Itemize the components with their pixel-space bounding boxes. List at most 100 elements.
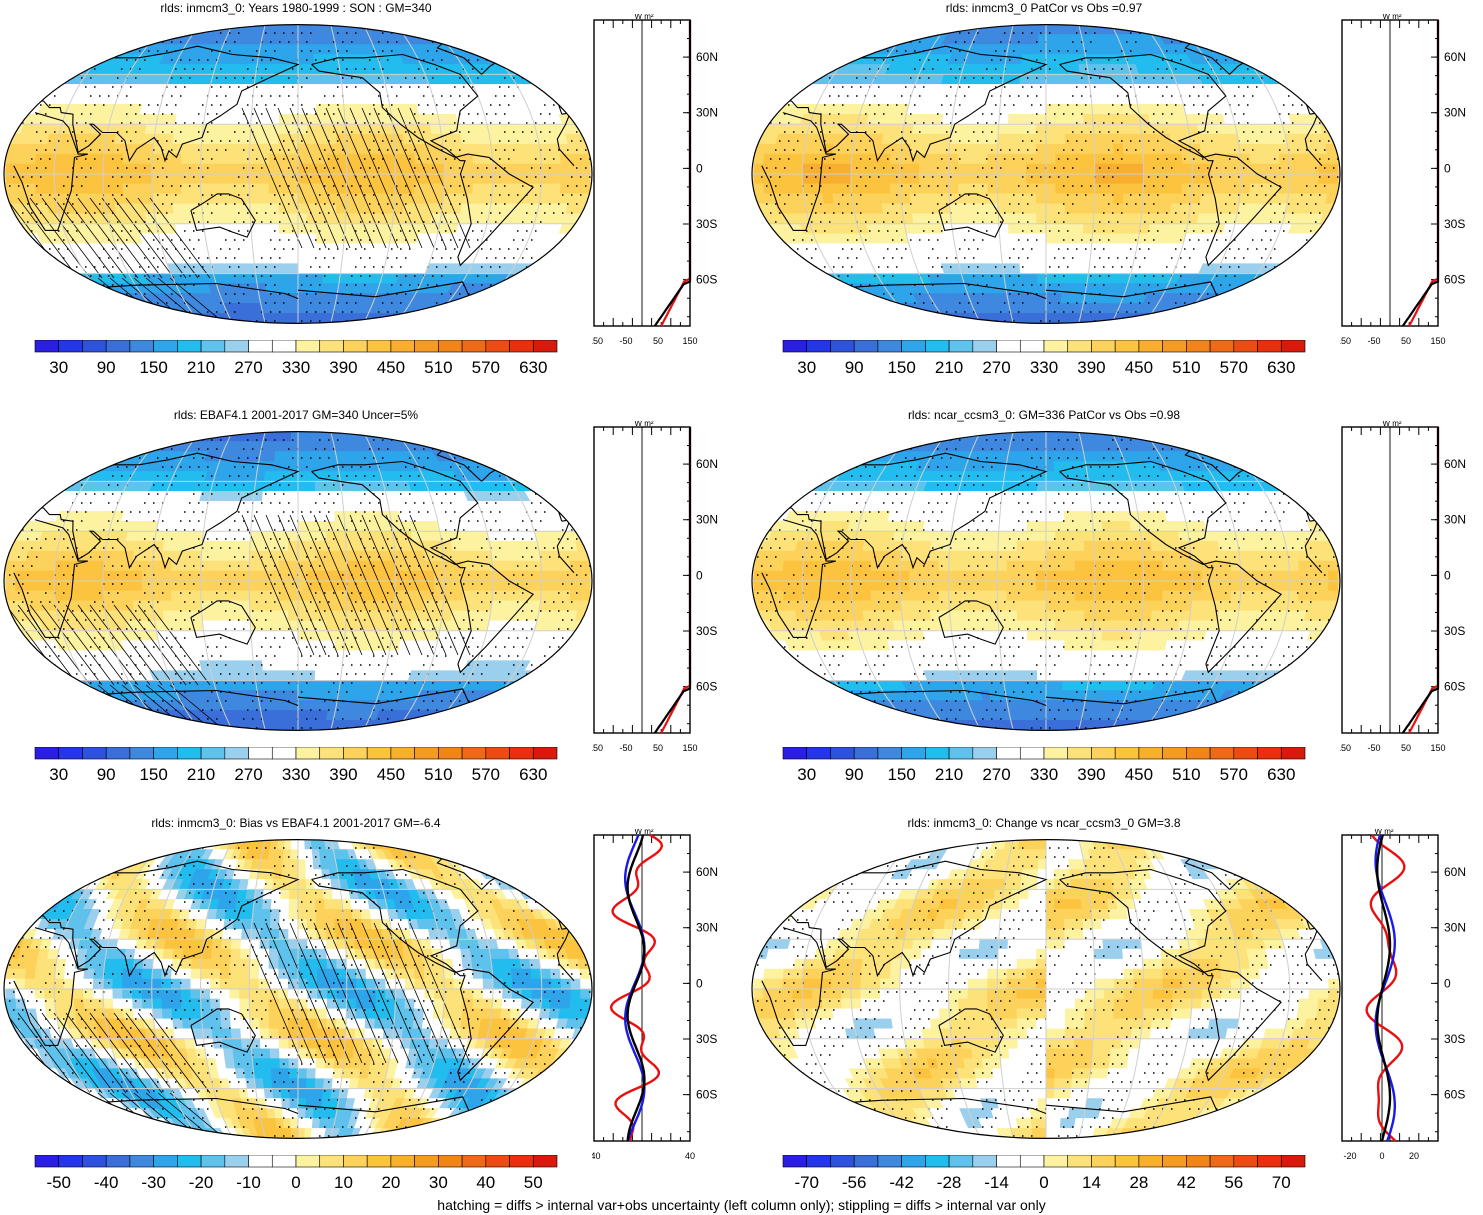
model-curve [1408,20,1440,327]
colorbar-label: 330 [282,358,310,377]
lat-label: 30S [696,624,717,638]
colorbar-label: -28 [937,1173,962,1192]
colorbar-box [177,1155,202,1168]
lat-label: 30S [1444,1032,1465,1046]
colorbar-box [248,1155,273,1168]
colorbar-label: -40 [94,1173,119,1192]
lat-label: 30N [696,513,718,527]
colorbar-label: -30 [141,1173,166,1192]
colorbar-box [830,340,855,353]
colorbar-label: 0 [291,1173,300,1192]
lat-label: 60N [1444,50,1466,64]
colorbar-box [1114,340,1140,353]
colorbar-box [414,747,439,760]
colorbar-box [34,747,60,760]
x-tick-label: -50 [1367,336,1380,346]
lat-label: 60S [1444,680,1465,694]
lat-label: 30N [696,106,718,120]
colorbar-box [877,340,902,353]
colorbar-box [972,1155,997,1168]
colorbar-box [224,1155,249,1168]
x-tick-label: -50 [1367,743,1380,753]
colorbar-box [806,747,831,760]
colorbar-box [343,1155,368,1168]
colorbar-label: 390 [1077,765,1105,784]
colorbar-label: -42 [889,1173,914,1192]
colorbar-box [1209,340,1235,353]
colorbar-box [996,747,1021,760]
colorbar-label: 50 [524,1173,543,1192]
colorbar-box [153,340,178,353]
colorbar-box [1067,1155,1092,1168]
colorbar-box [1280,747,1306,760]
colorbar-box [343,340,368,353]
colorbar-label: 28 [1129,1173,1148,1192]
colorbar-label: 210 [187,765,215,784]
colorbar-label: 330 [282,765,310,784]
model-curve [660,20,692,327]
colorbar-label: 56 [1224,1173,1243,1192]
colorbar-box [438,747,463,760]
x-tick-label: -40 [592,1151,601,1161]
colorbar-label: 570 [1220,765,1248,784]
x-tick-label: -50 [619,743,632,753]
colorbar-label: 450 [1125,765,1153,784]
colorbar-label: 40 [476,1173,495,1192]
colorbar-box [532,340,558,353]
colorbar-3: 30 90 150 210 270 330 390 450 510 570 630 [34,747,558,784]
colorbar-box [782,747,808,760]
colorbar-label: 90 [845,765,864,784]
colorbar-box [1257,747,1282,760]
lat-label: 30N [1444,921,1466,935]
obs-curve [1401,20,1440,327]
colorbar-label: 90 [97,358,116,377]
colorbar-box [390,1155,415,1168]
colorbar-box [1138,747,1163,760]
unit-label: W m² [1382,14,1401,21]
lat-label: 60S [1444,273,1465,287]
lat-label: 60S [696,1088,717,1102]
colorbar-label: 42 [1177,1173,1196,1192]
colorbar-box [972,747,997,760]
colorbar-box [295,747,321,760]
colorbar-box [806,1155,831,1168]
map-frame [751,839,1341,1139]
colorbar-box [461,747,487,760]
colorbar-label: 14 [1082,1173,1101,1192]
colorbar-label: -20 [189,1173,214,1192]
colorbar-box [224,340,249,353]
zonal-mean-5: W m² 60N 30N 0 30S 60S -40 40 [592,829,718,1161]
x-tick-label: -20 [1343,1151,1356,1161]
colorbar-box [485,747,510,760]
colorbar-box [509,340,534,353]
lat-label: 60S [1444,1088,1465,1102]
colorbar-box [224,747,249,760]
zonal-mean-4: W m² 60N 30N 0 30S 60S -150 -50 50 150 [1340,421,1466,753]
model-curve [660,427,692,734]
x-tick-label: 150 [1430,336,1445,346]
colorbar-label: 150 [887,358,915,377]
colorbar-box [1186,747,1211,760]
colorbar-box [1043,747,1069,760]
colorbar-label: 30 [429,1173,448,1192]
colorbar-label: 510 [1172,765,1200,784]
colorbar-label: 570 [472,358,500,377]
colorbar-box [782,1155,808,1168]
colorbar-label: 210 [935,358,963,377]
colorbar-label: 630 [519,765,547,784]
x-tick-label: 150 [682,336,697,346]
colorbar-box [853,747,879,760]
colorbar-label: 390 [1077,358,1105,377]
lat-label: 30N [696,921,718,935]
panel-title-6: rlds: inmcm3_0: Change vs ncar_ccsm3_0 G… [750,816,1338,830]
panel-title-5: rlds: inmcm3_0: Bias vs EBAF4.1 2001-201… [2,816,590,830]
map-frame [3,431,593,731]
model-curve [1408,427,1440,734]
zonal-mean-3: W m² 60N 30N 0 30S 60S -150 -50 50 150 [592,421,718,753]
colorbar-box [509,1155,534,1168]
colorbar-box [248,747,273,760]
x-tick-label: 20 [1409,1151,1419,1161]
panel-title-1: rlds: inmcm3_0: Years 1980-1999 : SON : … [2,1,590,15]
colorbar-box [366,1155,392,1168]
colorbar-box [830,747,855,760]
